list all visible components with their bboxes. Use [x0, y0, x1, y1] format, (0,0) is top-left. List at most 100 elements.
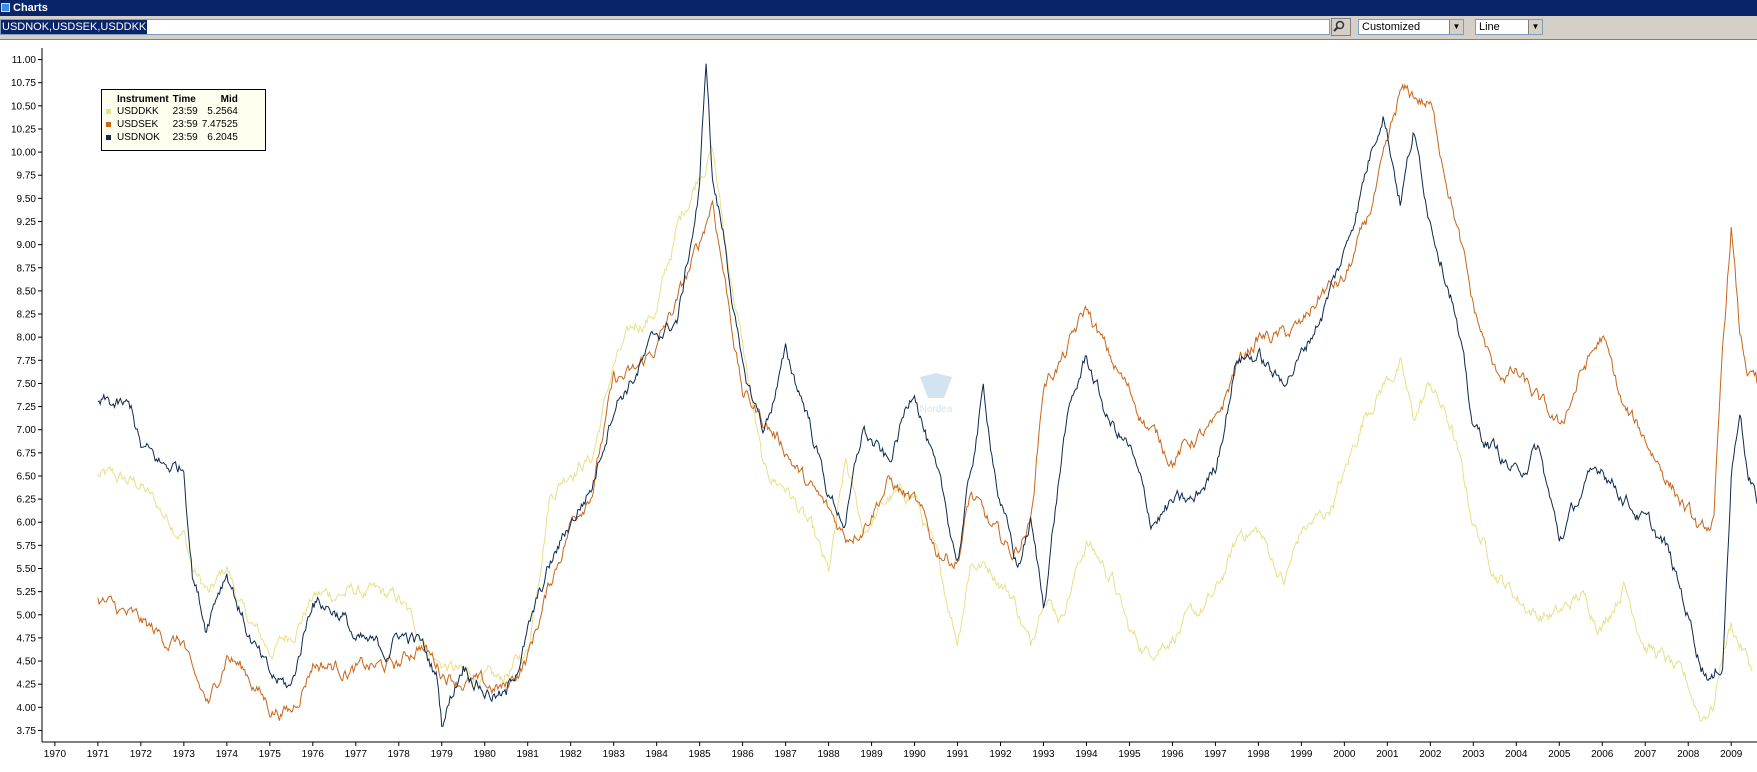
app-icon: [1, 3, 10, 12]
x-tick-label: 2000: [1333, 749, 1356, 760]
x-tick-label: 2007: [1634, 749, 1657, 760]
x-tick-label: 1978: [388, 749, 411, 760]
x-tick-label: 2003: [1462, 749, 1485, 760]
x-tick-label: 1994: [1075, 749, 1098, 760]
y-tick-label: 8.50: [17, 286, 37, 297]
x-tick-label: 2006: [1591, 749, 1614, 760]
legend-instrument: USDNOK: [117, 132, 160, 143]
chart-type-select-value: Line: [1479, 21, 1500, 33]
y-tick-label: 7.25: [17, 402, 37, 413]
x-tick-label: 1997: [1204, 749, 1227, 760]
x-tick-label: 1979: [431, 749, 454, 760]
x-tick-label: 1973: [173, 749, 196, 760]
x-tick-label: 1970: [44, 749, 67, 760]
legend-header-time: Time: [172, 93, 196, 105]
chevron-down-icon[interactable]: ▼: [1528, 20, 1542, 34]
y-tick-label: 5.50: [17, 564, 37, 575]
x-tick-label: 1996: [1161, 749, 1184, 760]
series-line-usddkk: [97, 144, 1753, 722]
legend-header-mid: Mid: [220, 93, 238, 105]
y-tick-label: 10.00: [11, 148, 36, 159]
x-tick-label: 2002: [1419, 749, 1442, 760]
watermark-text: Nordea: [920, 404, 953, 415]
y-tick-label: 9.00: [17, 240, 37, 251]
x-tick-label: 1974: [216, 749, 239, 760]
window-title: Charts: [13, 2, 48, 14]
y-tick-label: 9.25: [17, 217, 37, 228]
x-tick-label: 1985: [689, 749, 712, 760]
y-tick-label: 7.00: [17, 425, 37, 436]
x-tick-label: 2004: [1505, 749, 1528, 760]
y-tick-label: 10.75: [11, 78, 36, 89]
series-layer: [97, 63, 1757, 727]
x-tick-label: 1992: [989, 749, 1012, 760]
legend-time: 23:59: [172, 119, 198, 130]
x-tick-label: 1981: [517, 749, 540, 760]
symbols-input[interactable]: USDNOK,USDSEK,USDDKK: [0, 19, 1330, 35]
period-select-value: Customized: [1362, 21, 1421, 33]
legend-header-instrument: Instrument: [117, 93, 169, 105]
y-tick-label: 4.50: [17, 657, 37, 668]
y-tick-label: 3.75: [17, 726, 37, 737]
x-tick-label: 1998: [1247, 749, 1270, 760]
y-tick-label: 9.50: [17, 194, 37, 205]
x-tick-label: 1982: [560, 749, 583, 760]
legend-row: USDDKK 23:59 5.2564: [106, 105, 242, 118]
period-select[interactable]: Customized ▼: [1358, 19, 1464, 35]
chevron-down-icon[interactable]: ▼: [1449, 20, 1463, 34]
legend-instrument: USDDKK: [117, 106, 159, 117]
y-tick-label: 10.25: [11, 124, 36, 135]
nordea-watermark: Nordea: [920, 373, 953, 415]
search-button[interactable]: [1331, 18, 1351, 36]
x-tick-label: 1995: [1118, 749, 1141, 760]
x-tick-label: 1990: [903, 749, 926, 760]
legend-row: USDNOK 23:59 6.2045: [106, 131, 242, 144]
symbols-input-text: USDNOK,USDSEK,USDDKK: [1, 20, 148, 34]
legend-instrument: USDSEK: [117, 119, 159, 130]
y-tick-label: 10.50: [11, 101, 36, 112]
x-tick-label: 2001: [1376, 749, 1399, 760]
y-tick-label: 8.75: [17, 263, 37, 274]
x-tick-label: 1989: [860, 749, 883, 760]
x-tick-label: 1993: [1032, 749, 1055, 760]
axes: 3.75 4.00 4.25 4.50 4.75 5.00 5.25 5.50 5.75 6.00…: [11, 32, 1757, 760]
y-tick-label: 8.25: [17, 310, 37, 321]
y-tick-label: 4.25: [17, 680, 37, 691]
y-tick-label: 6.75: [17, 448, 37, 459]
chart-legend: Instrument Time Mid USDDKK 23:59 5.2564 …: [101, 89, 266, 151]
y-tick-label: 7.75: [17, 356, 37, 367]
x-tick-label: 1980: [474, 749, 497, 760]
y-tick-label: 11.00: [12, 55, 37, 66]
window-titlebar: Charts: [0, 0, 1757, 16]
magnifier-icon: [1333, 20, 1345, 32]
legend-swatch: [106, 108, 111, 114]
y-tick-label: 6.00: [17, 518, 37, 529]
toolbar: USDNOK,USDSEK,USDDKK Customized ▼ Line ▼: [0, 16, 1757, 40]
y-tick-label: 11.25: [12, 40, 37, 43]
x-tick-label: 1999: [1290, 749, 1313, 760]
x-tick-label: 2005: [1548, 749, 1571, 760]
series-line-usdsek: [97, 83, 1757, 721]
x-tick-label: 1986: [731, 749, 754, 760]
legend-swatch: [106, 121, 111, 127]
chart-area: Nordea 3.75 4.00 4.25 4.50 4.75 5.00 5.25 5.50 5…: [0, 32, 1757, 767]
y-tick-label: 4.75: [17, 633, 37, 644]
y-tick-label: 4.00: [17, 703, 37, 714]
x-tick-label: 1972: [130, 749, 153, 760]
legend-time: 23:59: [172, 132, 198, 143]
x-tick-label: 2009: [1720, 749, 1743, 760]
chart-type-select[interactable]: Line ▼: [1475, 19, 1543, 35]
legend-mid: 6.2045: [207, 132, 238, 143]
x-tick-label: 1976: [302, 749, 325, 760]
legend-mid: 5.2564: [207, 106, 238, 117]
x-tick-label: 1991: [946, 749, 969, 760]
x-tick-label: 2008: [1677, 749, 1700, 760]
y-tick-label: 5.75: [17, 541, 37, 552]
x-tick-label: 1983: [603, 749, 626, 760]
x-tick-label: 1984: [646, 749, 669, 760]
legend-time: 23:59: [172, 106, 198, 117]
x-tick-label: 1988: [817, 749, 840, 760]
chart-svg: Nordea 3.75 4.00 4.25 4.50 4.75 5.00 5.25 5.50 5…: [11, 32, 1757, 760]
y-tick-label: 5.25: [17, 587, 37, 598]
y-tick-label: 5.00: [17, 610, 37, 621]
